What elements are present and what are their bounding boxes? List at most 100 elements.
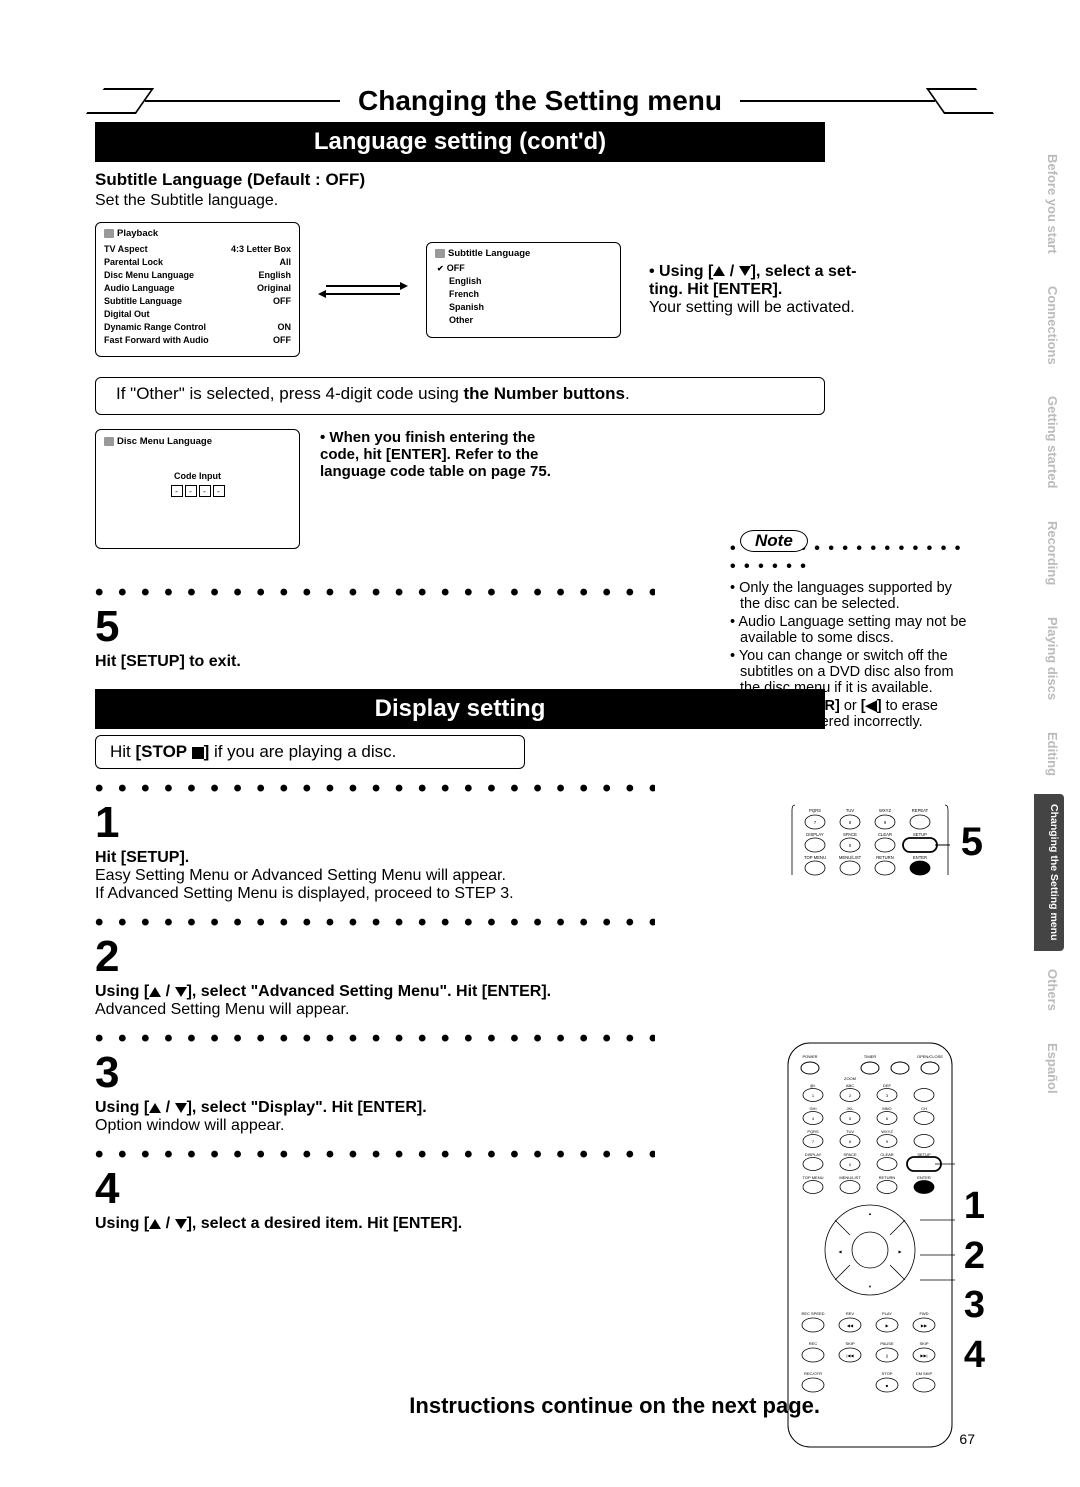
subtitle-menu-panel: Subtitle Language OFFEnglishFrenchSpanis… xyxy=(426,242,621,338)
svg-text:9: 9 xyxy=(884,820,887,825)
arrows-icon xyxy=(318,283,408,297)
using-instruction: • Using [ / ], select a set-ting. Hit [E… xyxy=(649,263,869,317)
page-header: Changing the Setting menu xyxy=(95,80,985,122)
play-icon xyxy=(104,229,114,238)
svg-text:9: 9 xyxy=(886,1139,889,1144)
menu-list-item: French xyxy=(435,288,612,301)
sidebar-tab[interactable]: Before you start xyxy=(1034,140,1064,268)
play-icon xyxy=(104,437,114,446)
step-5-text: Hit [SETUP] to exit. xyxy=(95,653,241,670)
step-text: Hit [SETUP].Easy Setting Menu or Advance… xyxy=(95,849,655,903)
menu-list-item: Spanish xyxy=(435,301,612,314)
svg-text:RETURN: RETURN xyxy=(879,1175,896,1180)
svg-text:TIMER: TIMER xyxy=(864,1054,877,1059)
menu-row: Parental LockAll xyxy=(104,255,291,268)
svg-text:REC SPEED: REC SPEED xyxy=(801,1311,824,1316)
note-item: Press [CLEAR] or [◀] to erase numbers en… xyxy=(740,698,970,730)
page-number: 67 xyxy=(959,1431,975,1447)
sidebar-tabs: Before you start ConnectionsGetting start… xyxy=(1034,140,1064,1111)
svg-text:DISPLAY: DISPLAY xyxy=(806,832,824,837)
header-title: Changing the Setting menu xyxy=(340,85,740,117)
sidebar-tab[interactable]: Getting started xyxy=(1034,382,1064,502)
svg-text:@!.: @!. xyxy=(810,1083,816,1088)
menu-row: Disc Menu LanguageEnglish xyxy=(104,268,291,281)
svg-text:RETURN: RETURN xyxy=(876,855,893,860)
note-item: You can change or switch off the subtitl… xyxy=(740,648,970,696)
step-num: 1 xyxy=(95,801,655,845)
svg-text:ENTER: ENTER xyxy=(913,855,927,860)
svg-text:2: 2 xyxy=(849,1093,852,1098)
sidebar-tab[interactable]: Editing xyxy=(1034,718,1064,790)
svg-text:TUV: TUV xyxy=(846,1129,854,1134)
sidebar-tab[interactable]: Connections xyxy=(1034,272,1064,379)
svg-text:DEF: DEF xyxy=(883,1083,892,1088)
svg-text:■: ■ xyxy=(886,1383,889,1388)
remote-diagram-large: POWERTIMEROPEN/CLOSE ZOOM @!.ABCDEF 123 … xyxy=(785,1040,955,1450)
step-separator: • • • • • • • • • • • • • • • • • • • • … xyxy=(95,1025,655,1053)
svg-text:◀: ◀ xyxy=(838,1249,842,1254)
svg-text:JKL: JKL xyxy=(847,1106,855,1111)
svg-text:4: 4 xyxy=(812,1116,815,1121)
note-box: Note • • • • • • • • • • • • • • • • • •… xyxy=(730,530,970,732)
svg-text:OPEN/CLOSE: OPEN/CLOSE xyxy=(917,1054,943,1059)
sidebar-tab[interactable]: Recording xyxy=(1034,507,1064,599)
svg-text:▼: ▼ xyxy=(868,1284,872,1289)
step-separator: • • • • • • • • • • • • • • • • • • • • … xyxy=(95,909,655,937)
sidebar-tab[interactable]: Playing discs xyxy=(1034,603,1064,714)
svg-text:POWER: POWER xyxy=(802,1054,817,1059)
svg-text:MENU/LIST: MENU/LIST xyxy=(839,855,862,860)
svg-text:GHI: GHI xyxy=(809,1106,816,1111)
step-5-num: 5 xyxy=(95,605,655,649)
svg-text:REPEAT: REPEAT xyxy=(912,808,929,813)
step-separator: • • • • • • • • • • • • • • • • • • • • … xyxy=(95,579,655,607)
svg-text:CH: CH xyxy=(921,1106,927,1111)
code-input-panel: Disc Menu Language Code Input ---- xyxy=(95,429,300,549)
svg-text:PLAY: PLAY xyxy=(882,1311,892,1316)
svg-text:7: 7 xyxy=(814,820,817,825)
step-num: 3 xyxy=(95,1051,655,1095)
menu-row: Subtitle LanguageOFF xyxy=(104,294,291,307)
step-num: 2 xyxy=(95,935,655,979)
note-title: Note xyxy=(740,530,808,552)
continue-text: Instructions continue on the next page. xyxy=(100,1393,820,1419)
step-text: Using [ / ], select "Display". Hit [ENTE… xyxy=(95,1099,655,1135)
other-note-box: If "Other" is selected, press 4-digit co… xyxy=(95,377,825,415)
svg-text:SETUP: SETUP xyxy=(917,1152,931,1157)
playback-menu-panel: Playback TV Aspect4:3 Letter BoxParental… xyxy=(95,222,300,357)
svg-text:PQRS: PQRS xyxy=(807,1129,819,1134)
svg-text:PQRS: PQRS xyxy=(809,808,821,813)
menu-list-item: English xyxy=(435,275,612,288)
svg-text:▶▶: ▶▶ xyxy=(921,1323,928,1328)
play-icon xyxy=(435,249,445,258)
svg-text:|◀◀: |◀◀ xyxy=(846,1353,854,1358)
code-instruction: • When you finish entering the code, hit… xyxy=(320,429,560,480)
svg-text:FWD: FWD xyxy=(919,1311,928,1316)
stop-box: Hit [STOP ] if you are playing a disc. xyxy=(95,735,525,769)
svg-text:SPACE: SPACE xyxy=(843,832,857,837)
svg-text:||: || xyxy=(886,1353,888,1358)
svg-text:ZOOM: ZOOM xyxy=(844,1076,856,1081)
step-separator: • • • • • • • • • • • • • • • • • • • • … xyxy=(95,775,655,803)
svg-text:CM SKIP: CM SKIP xyxy=(916,1371,933,1376)
note-item: Audio Language setting may not be availa… xyxy=(740,614,970,646)
svg-text:STOP: STOP xyxy=(882,1371,893,1376)
step-text: Using [ / ], select "Advanced Setting Me… xyxy=(95,983,655,1019)
svg-text:▶: ▶ xyxy=(885,1323,889,1328)
svg-text:SKIP: SKIP xyxy=(919,1341,928,1346)
svg-text:▲: ▲ xyxy=(868,1211,872,1216)
svg-text:0: 0 xyxy=(849,1162,852,1167)
section-language-bar: Language setting (cont'd) xyxy=(95,122,825,162)
svg-text:7: 7 xyxy=(812,1139,815,1144)
svg-text:MENU/LIST: MENU/LIST xyxy=(839,1175,861,1180)
sidebar-tab[interactable]: Changing the Setting menu xyxy=(1034,794,1064,951)
sidebar-tab[interactable]: Others xyxy=(1034,955,1064,1025)
sidebar-tab[interactable]: Español xyxy=(1034,1029,1064,1108)
step-text: Using [ / ], select a desired item. Hit … xyxy=(95,1215,655,1233)
svg-text:REC/OTR: REC/OTR xyxy=(804,1371,822,1376)
subtitle-lang-sub: Set the Subtitle language. xyxy=(95,192,985,210)
svg-text:SETUP: SETUP xyxy=(913,832,927,837)
menu-list-item: Other xyxy=(435,314,612,327)
menu-row: Fast Forward with AudioOFF xyxy=(104,333,291,346)
remote-callout-5: 5 xyxy=(961,820,983,865)
menu-row: TV Aspect4:3 Letter Box xyxy=(104,242,291,255)
